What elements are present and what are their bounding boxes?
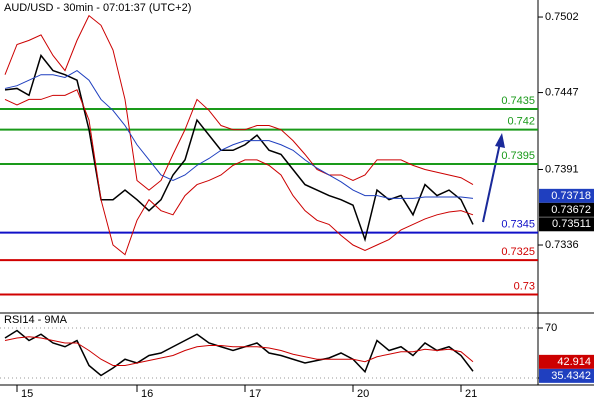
price-tag bbox=[539, 368, 594, 383]
series-line bbox=[4, 329, 474, 377]
price-tag-label: 42.914 bbox=[557, 356, 591, 368]
level-label: 0.7325 bbox=[501, 246, 535, 258]
series-line bbox=[4, 89, 474, 256]
panel-title: RSI14 - 9MA bbox=[4, 314, 68, 326]
x-tick-label: 21 bbox=[465, 388, 477, 400]
price-tag-label: 0.73672 bbox=[551, 204, 591, 216]
price-tag-label: 0.73718 bbox=[551, 190, 591, 202]
price-tag-label: 0.73511 bbox=[552, 218, 591, 230]
level-label: 0.7395 bbox=[501, 150, 535, 162]
x-tick-label: 16 bbox=[141, 388, 153, 400]
y-tick-label: 0.7502 bbox=[545, 11, 579, 23]
series-line bbox=[4, 14, 474, 191]
y-tick-label: 70 bbox=[545, 322, 557, 334]
price-tag bbox=[539, 202, 594, 217]
price-tag bbox=[539, 188, 594, 203]
y-tick-label: 0.7391 bbox=[545, 163, 579, 175]
y-tick-label: 0.7336 bbox=[545, 239, 579, 251]
x-tick-label: 20 bbox=[357, 388, 369, 400]
level-label: 0.73 bbox=[514, 280, 535, 292]
level-label: 0.7345 bbox=[501, 219, 535, 231]
series-line bbox=[4, 69, 474, 199]
x-tick-label: 15 bbox=[21, 388, 33, 400]
price-tag-label: 35.4342 bbox=[551, 370, 591, 382]
arrow bbox=[482, 142, 501, 223]
x-tick-label: 17 bbox=[249, 388, 261, 400]
level-label: 0.742 bbox=[507, 116, 535, 128]
arrow-head bbox=[495, 133, 505, 148]
y-tick-label: 0.7447 bbox=[545, 86, 579, 98]
series-line bbox=[4, 336, 474, 366]
level-label: 0.7435 bbox=[501, 95, 535, 107]
price-tag bbox=[539, 217, 594, 232]
price-tag bbox=[539, 354, 594, 369]
chart-title: AUD/USD - 30min - 07:01:37 (UTC+2) bbox=[4, 2, 191, 14]
